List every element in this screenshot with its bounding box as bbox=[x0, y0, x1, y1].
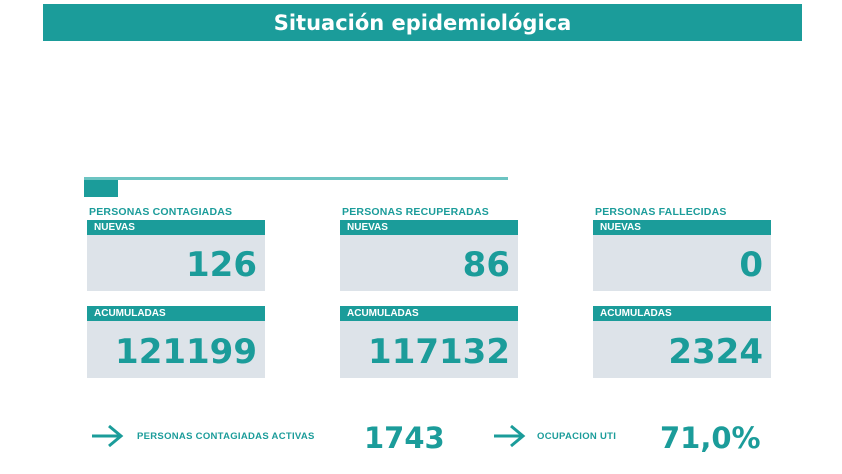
arrow-right-icon bbox=[92, 424, 124, 448]
new-label-fallecidas: NUEVAS bbox=[593, 220, 771, 235]
decorative-line bbox=[84, 177, 508, 180]
active-cases-label: PERSONAS CONTAGIADAS ACTIVAS bbox=[137, 431, 315, 442]
card-title-contagiadas: PERSONAS CONTAGIADAS bbox=[89, 206, 233, 218]
total-label-fallecidas: ACUMULADAS bbox=[593, 306, 771, 321]
decorative-block bbox=[84, 180, 118, 197]
total-value-recuperadas: 117132 bbox=[340, 321, 518, 378]
uti-occupancy-value: 71,0% bbox=[660, 421, 761, 455]
total-label-recuperadas: ACUMULADAS bbox=[340, 306, 518, 321]
card-title-fallecidas: PERSONAS FALLECIDAS bbox=[595, 206, 727, 218]
page-title: Situación epidemiológica bbox=[273, 10, 572, 35]
new-label-recuperadas: NUEVAS bbox=[340, 220, 518, 235]
active-cases-value: 1743 bbox=[364, 421, 445, 455]
arrow-right-icon bbox=[494, 424, 526, 448]
total-label-contagiadas: ACUMULADAS bbox=[87, 306, 265, 321]
new-value-recuperadas: 86 bbox=[340, 235, 518, 291]
new-value-contagiadas: 126 bbox=[87, 235, 265, 291]
new-value-fallecidas: 0 bbox=[593, 235, 771, 291]
page-title-banner: Situación epidemiológica bbox=[43, 4, 802, 41]
uti-occupancy-label: OCUPACION UTI bbox=[537, 431, 617, 442]
total-value-fallecidas: 2324 bbox=[593, 321, 771, 378]
total-value-contagiadas: 121199 bbox=[87, 321, 265, 378]
card-title-recuperadas: PERSONAS RECUPERADAS bbox=[342, 206, 489, 218]
new-label-contagiadas: NUEVAS bbox=[87, 220, 265, 235]
